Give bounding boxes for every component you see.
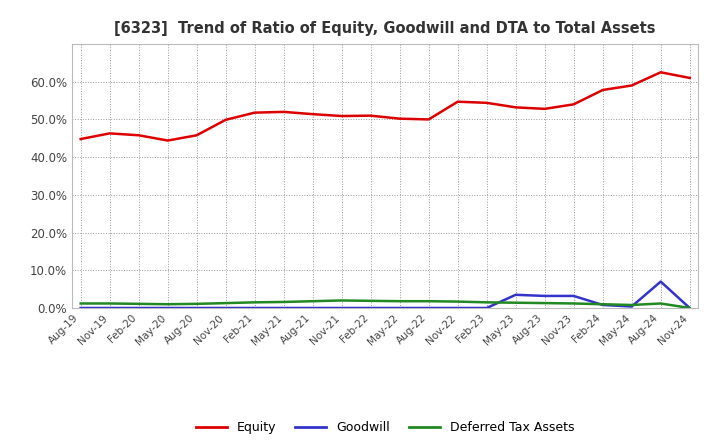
Title: [6323]  Trend of Ratio of Equity, Goodwill and DTA to Total Assets: [6323] Trend of Ratio of Equity, Goodwil… [114, 21, 656, 36]
Legend: Equity, Goodwill, Deferred Tax Assets: Equity, Goodwill, Deferred Tax Assets [191, 416, 580, 439]
